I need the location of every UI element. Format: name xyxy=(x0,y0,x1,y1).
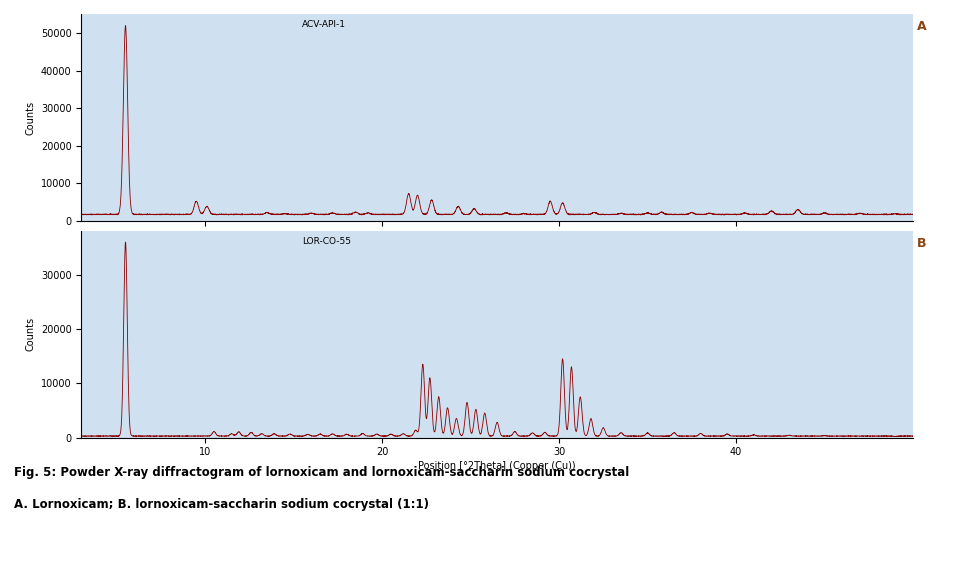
X-axis label: Position [°2Theta] (Copper (Cu)): Position [°2Theta] (Copper (Cu)) xyxy=(419,462,576,471)
Y-axis label: Counts: Counts xyxy=(26,101,35,134)
Text: Fig. 5: Powder X-ray diffractogram of lornoxicam and lornoxicam-saccharin sodium: Fig. 5: Powder X-ray diffractogram of lo… xyxy=(14,466,630,479)
Text: B: B xyxy=(917,237,926,251)
Y-axis label: Counts: Counts xyxy=(26,317,35,351)
Text: A. Lornoxicam; B. lornoxicam-saccharin sodium cocrystal (1:1): A. Lornoxicam; B. lornoxicam-saccharin s… xyxy=(14,498,429,511)
Text: A: A xyxy=(917,21,926,34)
Text: LOR-CO-55: LOR-CO-55 xyxy=(302,237,351,247)
Text: ACV-API-1: ACV-API-1 xyxy=(302,21,346,30)
